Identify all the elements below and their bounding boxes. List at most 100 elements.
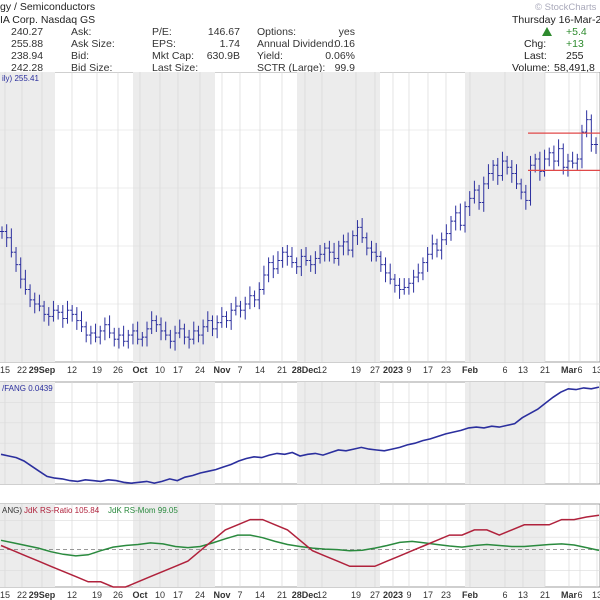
rrg-legend-mom: JdK RS-Mom 99.05 [108,506,178,515]
x-tick-label-0-7: 10 [155,365,165,375]
x-tick-label-0-21: 23 [441,365,451,375]
x-tick-label-0-25: 21 [540,365,550,375]
sector-label: gy / Semiconductors [0,1,96,13]
options-value: yes [338,26,355,38]
x-tick-label-0-1: 22 [17,365,27,375]
x-tick-label-1-3: 12 [67,590,77,600]
change-abs: +5.4 [566,26,587,38]
eps-value: 1.74 [219,38,240,50]
x-tick-label-0-4: 19 [92,365,102,375]
chg-label: Chg: [524,38,547,50]
x-tick-label-0-3: 12 [67,365,77,375]
mktcap-value: 630.9B [206,50,240,62]
x-tick-label-1-18: 2023 [383,590,403,600]
col1-v0: 240.27 [11,26,44,38]
x-tick-label-0-20: 17 [423,365,433,375]
rs-ratio-line [0,514,600,588]
x-tick-label-0-0: 15 [0,365,10,375]
quote-header: IA Corp. Nasdaq GS gy / Semiconductors ©… [0,0,600,74]
x-tick-label-0-15: 12 [317,365,327,375]
x-tick-label-1-21: 23 [441,590,451,600]
x-tick-label-0-14: 28Dec [292,365,319,375]
price-legend: ily) 255.41 [2,74,39,83]
yield-label: Yield: [257,50,283,62]
month-shade-0-0 [0,72,55,362]
x-tick-label-1-17: 27 [370,590,380,600]
dividend-value: 0.16 [334,38,355,50]
col1-v2: 238.94 [11,50,44,62]
ask-size-label: Ask Size: [71,38,115,50]
bid-size-label: Bid Size: [71,62,113,74]
sctr-label: SCTR (Large): [257,62,326,74]
x-tick-label-0-8: 17 [173,365,183,375]
x-tick-label-0-13: 21 [277,365,287,375]
x-tick-label-1-27: 6 [577,590,582,600]
x-tick-label-1-4: 19 [92,590,102,600]
last-label: Last: [524,50,547,62]
x-tick-label-1-7: 10 [155,590,165,600]
x-tick-label-0-22: Feb [462,365,479,375]
month-shade-0-2 [297,72,380,362]
x-tick-label-1-5: 26 [113,590,123,600]
x-tick-label-0-2: 29Sep [29,365,56,375]
options-label: Options: [257,26,297,38]
x-tick-label-1-2: 29Sep [29,590,56,600]
mktcap-label: Mkt Cap: [152,50,195,62]
month-shade-0-1 [133,72,215,362]
x-tick-label-0-9: 24 [195,365,205,375]
eps-label: EPS: [152,38,176,50]
month-shade-1-1 [133,382,215,484]
x-tick-label-1-20: 17 [423,590,433,600]
x-tick-label-0-27: 6 [577,365,582,375]
col1-v1: 255.88 [11,38,44,50]
x-tick-label-1-19: 9 [406,590,411,600]
x-tick-label-1-10: Nov [213,590,230,600]
yield-value: 0.06% [325,50,355,62]
x-tick-label-1-8: 17 [173,590,183,600]
x-tick-label-1-23: 6 [502,590,507,600]
chg-pct: +13 [566,38,584,50]
x-tick-label-0-10: Nov [213,365,230,375]
ask-label: Ask: [71,26,92,38]
x-tick-label-0-23: 6 [502,365,507,375]
x-tick-label-1-15: 12 [317,590,327,600]
x-tick-label-0-11: 7 [237,365,242,375]
x-tick-label-1-13: 21 [277,590,287,600]
rs-legend: /FANG 0.0439 [2,384,53,393]
x-tick-label-0-19: 9 [406,365,411,375]
rrg-legend-ratio: JdK RS-Ratio 105.84 [24,506,100,515]
month-shade-2-2 [297,504,380,587]
rs-momentum-line [0,534,600,557]
x-tick-label-0-18: 2023 [383,365,403,375]
rrg-legend-prefix: ANG) [2,506,22,515]
lastsize-label: Last Size: [152,62,199,74]
volume-label: Volume: [512,62,550,74]
col1-v3: 242.28 [11,62,44,74]
x-tick-label-0-26: Mar [561,365,578,375]
relative-strength-line [0,386,600,485]
volume-value: 58,491,8 [554,62,595,74]
last-value: 255 [566,50,584,62]
month-shade-1-2 [297,382,380,484]
x-tick-label-1-16: 19 [351,590,361,600]
x-tick-label-0-12: 14 [255,365,265,375]
x-tick-label-0-6: Oct [132,365,147,375]
x-tick-label-1-22: Feb [462,590,479,600]
month-shade-1-0 [0,382,55,484]
quote-date: Thursday 16-Mar-20 [512,14,600,26]
x-tick-label-0-5: 26 [113,365,123,375]
x-tick-label-1-12: 14 [255,590,265,600]
x-tick-label-1-0: 15 [0,590,10,600]
x-tick-label-0-16: 19 [351,365,361,375]
x-tick-label-1-1: 22 [17,590,27,600]
x-tick-label-1-25: 21 [540,590,550,600]
x-tick-label-1-26: Mar [561,590,578,600]
pe-label: P/E: [152,26,172,38]
x-tick-label-1-24: 13 [518,590,528,600]
x-tick-label-1-9: 24 [195,590,205,600]
company-name: IA Corp. Nasdaq GS [0,14,96,26]
x-tick-label-0-17: 27 [370,365,380,375]
sctr-value: 99.9 [334,62,355,74]
x-tick-label-1-6: Oct [132,590,147,600]
